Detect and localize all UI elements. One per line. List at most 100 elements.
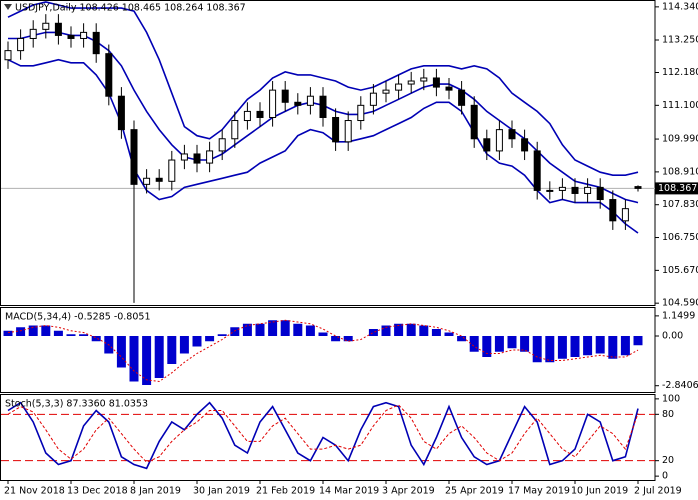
x-tick-label: 17 May 2019 bbox=[508, 486, 570, 497]
macd-bar bbox=[381, 325, 391, 336]
candle-body bbox=[432, 77, 440, 88]
macd-bar bbox=[343, 336, 353, 342]
candle-body bbox=[558, 186, 566, 191]
macd-bar bbox=[368, 329, 378, 336]
candle-body bbox=[521, 138, 529, 152]
macd-bar bbox=[53, 330, 63, 336]
candle-body bbox=[218, 138, 226, 152]
x-tick-label: 3 Apr 2019 bbox=[382, 486, 435, 497]
candle-body bbox=[634, 186, 642, 189]
candle-body bbox=[420, 77, 428, 82]
y-tick-label: 114.340 bbox=[662, 1, 698, 12]
candle-body bbox=[382, 89, 390, 94]
candle-body bbox=[294, 101, 302, 106]
bollinger-band bbox=[7, 58, 639, 234]
macd-bar bbox=[179, 336, 189, 354]
candle-body bbox=[180, 153, 188, 161]
candle-body bbox=[29, 28, 37, 39]
macd-bar bbox=[28, 325, 38, 336]
price-pane bbox=[0, 0, 656, 306]
candle-body bbox=[458, 89, 466, 106]
candle-body bbox=[495, 129, 503, 152]
macd-bar bbox=[545, 336, 555, 363]
y-tick-label: 106.750 bbox=[662, 232, 698, 243]
y-tick-label: 111.100 bbox=[662, 100, 698, 111]
x-tick-label: 21 Feb 2019 bbox=[256, 486, 315, 497]
candle-body bbox=[193, 153, 201, 164]
macd-bar bbox=[16, 327, 26, 336]
y-tick-label: 0 bbox=[662, 471, 668, 482]
macd-bar bbox=[280, 320, 290, 336]
macd-bar bbox=[217, 334, 227, 336]
macd-bar bbox=[129, 336, 139, 382]
bollinger-band bbox=[7, 1, 639, 176]
stoch-pane bbox=[0, 394, 656, 481]
macd-bar bbox=[41, 325, 51, 336]
macd-bar bbox=[91, 336, 101, 342]
y-tick-label: 107.830 bbox=[662, 199, 698, 210]
price-title: USDJPY,Daily 108.426 108.465 108.264 108… bbox=[15, 3, 246, 14]
y-tick-label: 105.670 bbox=[662, 265, 698, 276]
macd-bar bbox=[482, 336, 492, 357]
macd-bar bbox=[608, 336, 618, 359]
macd-bar bbox=[394, 323, 404, 336]
macd-bar bbox=[419, 325, 429, 336]
y-tick-label: 0.00 bbox=[662, 331, 683, 342]
macd-bar bbox=[305, 325, 315, 336]
macd-signal bbox=[7, 319, 639, 383]
stoch-title: Stoch(5,3,3) 87.3360 81.0353 bbox=[5, 399, 148, 410]
candle-body bbox=[256, 110, 264, 118]
macd-bar bbox=[255, 323, 265, 336]
y-tick-label: 104.590 bbox=[662, 298, 698, 309]
candle-body bbox=[584, 186, 592, 194]
candle-body bbox=[206, 150, 214, 164]
macd-bar bbox=[570, 336, 580, 357]
y-tick-label: 113.250 bbox=[662, 34, 698, 45]
candle-body bbox=[243, 110, 251, 122]
macd-bar bbox=[230, 327, 240, 336]
macd-pane bbox=[0, 307, 656, 393]
candle-body bbox=[105, 53, 113, 97]
macd-bar bbox=[406, 323, 416, 336]
candle-body bbox=[483, 138, 491, 152]
candle-body bbox=[470, 104, 478, 140]
stoch-main bbox=[7, 401, 639, 470]
candle-body bbox=[533, 150, 541, 191]
y-tick-label: 80 bbox=[662, 409, 674, 420]
candle-body bbox=[369, 92, 377, 106]
candle-body bbox=[54, 22, 62, 36]
y-tick-label: 100 bbox=[662, 393, 680, 404]
x-tick-label: 13 Dec 2018 bbox=[67, 486, 128, 497]
macd-bar bbox=[469, 336, 479, 352]
stoch-signal bbox=[7, 404, 639, 463]
candle-body bbox=[117, 95, 125, 131]
candle-body bbox=[67, 34, 75, 39]
y-tick-label: -2.8406 bbox=[662, 380, 698, 391]
macd-bar bbox=[583, 336, 593, 356]
y-tick-label: 1.1499 bbox=[662, 310, 695, 321]
macd-bar bbox=[457, 336, 467, 342]
macd-title: MACD(5,34,4) -0.5285 -0.8051 bbox=[5, 312, 150, 323]
macd-bar bbox=[205, 336, 215, 342]
candle-body bbox=[357, 104, 365, 122]
macd-bar bbox=[79, 334, 89, 336]
candle-body bbox=[4, 50, 12, 61]
macd-bar bbox=[331, 336, 341, 342]
macd-bar bbox=[167, 336, 177, 364]
y-tick-label: 20 bbox=[662, 455, 674, 466]
macd-bar bbox=[192, 336, 202, 347]
macd-bar bbox=[66, 334, 76, 336]
candle-body bbox=[508, 129, 516, 140]
symbol-icon bbox=[4, 4, 12, 10]
x-tick-label: 10 Jun 2019 bbox=[571, 486, 628, 497]
candle-body bbox=[269, 89, 277, 118]
macd-bar bbox=[557, 336, 567, 359]
last-price-label: 108.367 bbox=[658, 183, 697, 194]
macd-bar bbox=[520, 336, 530, 352]
macd-bar bbox=[620, 336, 630, 356]
macd-bar bbox=[116, 336, 126, 368]
candle-body bbox=[445, 86, 453, 91]
candle-body bbox=[168, 159, 176, 182]
